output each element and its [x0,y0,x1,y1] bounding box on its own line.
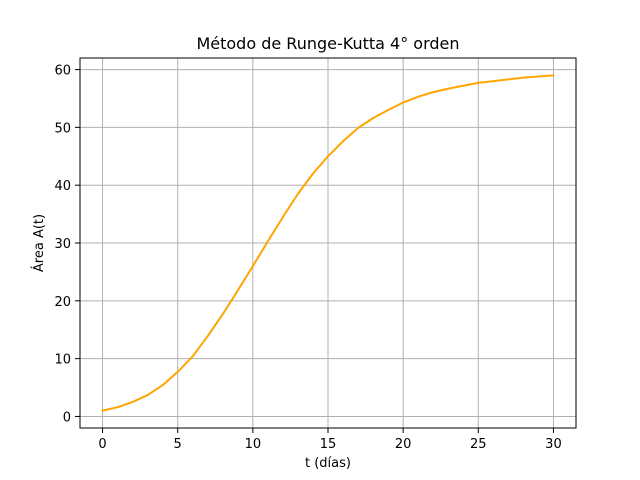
x-axis-ticks: 0 5 10 15 20 25 30 [98,428,562,452]
y-tick-label: 50 [54,121,71,136]
y-tick-label: 10 [54,353,71,368]
x-tick-label: 20 [395,437,412,452]
x-tick-label: 30 [545,437,562,452]
x-tick-label: 15 [320,437,337,452]
y-tick-label: 20 [54,295,71,310]
x-tick-label: 10 [245,437,262,452]
series-line [101,74,555,412]
grid [80,58,576,428]
x-tick-label: 0 [98,437,106,452]
chart-title: Método de Runge-Kutta 4° orden [196,34,459,53]
x-tick-label: 5 [174,437,182,452]
y-tick-label: 40 [54,179,71,194]
y-tick-label: 0 [63,410,71,425]
y-axis-label: Área A(t) [31,214,47,272]
y-tick-label: 60 [54,64,71,79]
plot-series [101,74,555,412]
x-tick-label: 25 [470,437,487,452]
y-tick-label: 30 [54,237,71,252]
x-axis-label: t (días) [305,456,351,471]
y-axis-ticks: 0 10 20 30 40 50 60 [54,64,80,425]
